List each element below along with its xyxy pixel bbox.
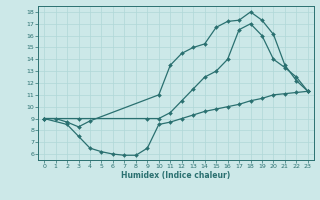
X-axis label: Humidex (Indice chaleur): Humidex (Indice chaleur) <box>121 171 231 180</box>
